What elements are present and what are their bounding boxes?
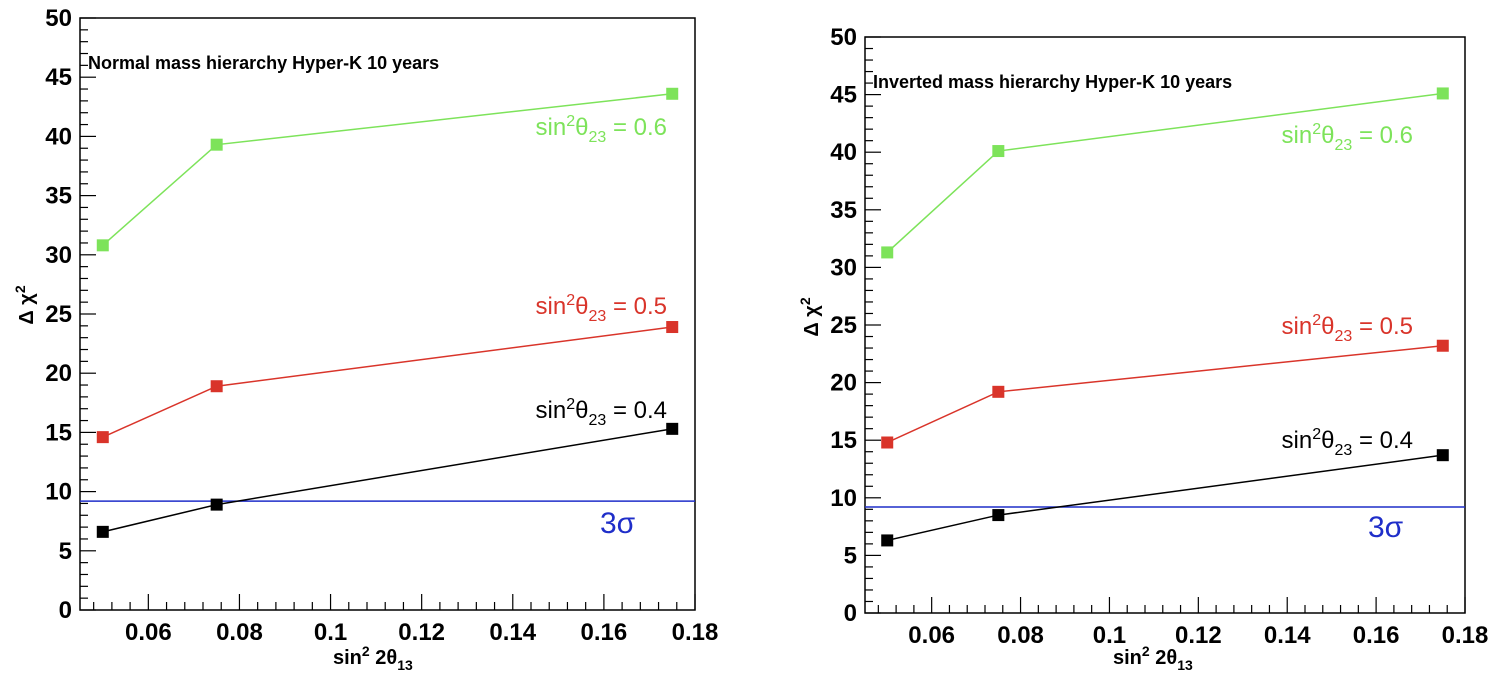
y-tick-label: 45: [830, 82, 857, 109]
series-line: [102, 428, 673, 533]
x-tick-label: 0.14: [489, 619, 536, 646]
data-point-marker: [96, 525, 109, 538]
data-point-marker: [881, 436, 894, 449]
data-point-marker: [666, 321, 679, 334]
data-point-marker: [96, 239, 109, 252]
series-sin-23-0.6: sin2θ23 = 0.6: [881, 87, 1449, 259]
series-annotation: sin2θ23 = 0.4: [1282, 426, 1413, 459]
series-annotation: sin2θ23 = 0.5: [536, 292, 667, 325]
series-sin-23-0.6: sin2θ23 = 0.6: [96, 87, 679, 252]
y-axis-label: Δ χ2: [12, 285, 38, 324]
x-tick-label: 0.06: [125, 619, 172, 646]
chart-title: Inverted mass hierarchy Hyper-K 10 years: [873, 72, 1232, 92]
series-sin-23-0.4: sin2θ23 = 0.4: [881, 426, 1449, 547]
y-tick-label: 10: [830, 485, 857, 512]
data-point-marker: [1436, 449, 1449, 462]
y-tick-label: 20: [830, 370, 857, 397]
y-tick-label: 10: [45, 479, 72, 506]
y-tick-label: 50: [45, 5, 72, 32]
data-point-marker: [1436, 87, 1449, 100]
series-annotation: sin2θ23 = 0.6: [1282, 121, 1413, 154]
y-axis-label: Δ χ2: [797, 297, 823, 336]
x-tick-label: 0.16: [581, 619, 628, 646]
x-tick-label: 0.1: [1093, 622, 1126, 649]
y-tick-label: 35: [830, 197, 857, 224]
data-point-marker: [992, 385, 1005, 398]
y-tick-label: 5: [844, 542, 857, 569]
y-tick-label: 15: [830, 427, 857, 454]
data-point-marker: [210, 380, 223, 393]
x-tick-label: 0.18: [1442, 622, 1489, 649]
y-tick-label: 20: [45, 360, 72, 387]
data-point-marker: [992, 145, 1005, 158]
chart-inverted-hierarchy: 0 5 10 15 20 25 30 35 40 45 50 0.06 0.08 0.1 0.12 0.14 0…: [797, 24, 1488, 673]
data-point-marker: [666, 87, 679, 100]
y-tick-label: 40: [830, 139, 857, 166]
y-tick-label: 45: [45, 64, 72, 91]
data-point-marker: [881, 534, 894, 547]
series-annotation: sin2θ23 = 0.6: [536, 113, 667, 146]
x-tick-label: 0.08: [216, 619, 263, 646]
y-tick-label: 25: [830, 312, 857, 339]
series-sin-23-0.5: sin2θ23 = 0.5: [881, 312, 1449, 449]
data-point-marker: [210, 138, 223, 151]
y-tick-label: 0: [59, 597, 72, 624]
chart-normal-hierarchy: 0 5 10 15 20 25 30 35 40 45 50 0.06 0.08 0.1 0.12 0.14 0…: [12, 5, 718, 673]
y-tick-label: 50: [830, 24, 857, 51]
data-point-marker: [992, 509, 1005, 522]
series-line: [886, 92, 1443, 253]
y-tick-label: 30: [830, 254, 857, 281]
series-line: [887, 454, 1443, 542]
data-point-marker: [1436, 339, 1449, 352]
x-tick-label: 0.14: [1264, 622, 1311, 649]
x-tick-label: 0.06: [908, 622, 955, 649]
data-point-marker: [666, 422, 679, 435]
series-annotation: sin2θ23 = 0.4: [536, 396, 667, 429]
data-point-marker: [210, 498, 223, 511]
series-sin-23-0.5: sin2θ23 = 0.5: [96, 292, 679, 444]
y-tick-label: 25: [45, 301, 72, 328]
x-tick-label: 0.1: [314, 619, 347, 646]
x-tick-label: 0.12: [1175, 622, 1222, 649]
x-tick-label: 0.18: [672, 619, 719, 646]
y-tick-label: 15: [45, 419, 72, 446]
three-sigma-label: 3σ: [1368, 511, 1404, 544]
series-annotation: sin2θ23 = 0.5: [1282, 312, 1413, 345]
y-tick-label: 30: [45, 242, 72, 269]
x-axis-label: sin2 2θ13: [1113, 643, 1193, 673]
x-tick-label: 0.08: [997, 622, 1044, 649]
x-axis-label: sin2 2θ13: [333, 643, 413, 673]
x-tick-label: 0.16: [1353, 622, 1400, 649]
y-tick-label: 35: [45, 183, 72, 210]
data-point-marker: [881, 246, 894, 259]
data-point-marker: [96, 431, 109, 444]
x-tick-label: 0.12: [398, 619, 445, 646]
y-tick-label: 40: [45, 123, 72, 150]
three-sigma-label: 3σ: [600, 507, 636, 540]
y-tick-label: 0: [844, 600, 857, 627]
chart-title: Normal mass hierarchy Hyper-K 10 years: [88, 53, 439, 73]
y-tick-label: 5: [59, 538, 72, 565]
series-sin-23-0.4: sin2θ23 = 0.4: [96, 396, 679, 538]
